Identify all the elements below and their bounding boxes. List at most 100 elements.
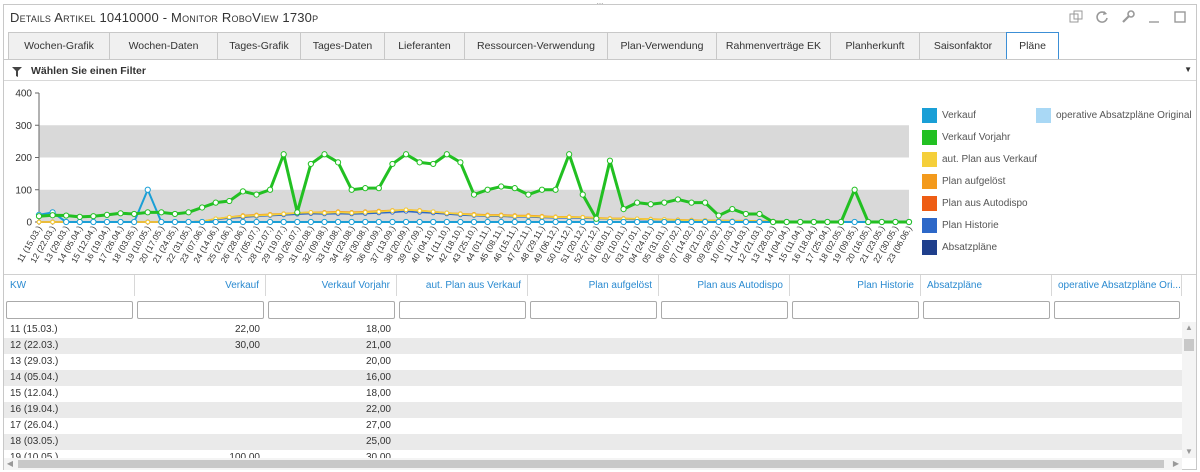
column-filter-input[interactable] — [923, 300, 1050, 319]
column-header[interactable]: Verkauf Vorjahr — [266, 275, 397, 296]
table-cell — [1052, 402, 1182, 418]
legend-item-absatzpläne[interactable]: Absatzpläne — [922, 239, 997, 255]
table-row[interactable]: 13 (29.03.) 20,00 — [4, 354, 1182, 370]
legend-item-plan-aufgelöst[interactable]: Plan aufgelöst — [922, 173, 1005, 189]
table-cell — [397, 434, 528, 450]
column-filter-input[interactable] — [137, 300, 264, 319]
column-header[interactable]: Plan aus Autodispo — [659, 275, 790, 296]
vertical-scrollbar[interactable]: ▲ ▼ — [1182, 322, 1196, 458]
table-cell: 16,00 — [365, 372, 391, 383]
point-aut-plan-aus-verkauf-14 — [227, 214, 232, 220]
column-header[interactable]: KW — [4, 275, 135, 296]
tab-planherkunft[interactable]: Planherkunft — [830, 32, 920, 60]
window-drag-grip[interactable]: ... — [596, 0, 604, 6]
table-cell: 16 (19.04.) — [10, 404, 59, 415]
refresh-icon[interactable] — [1094, 9, 1110, 25]
column-filter-input[interactable] — [530, 300, 657, 319]
table-row[interactable]: 18 (03.05.) 25,00 — [4, 434, 1182, 450]
point-verkauf-2 — [63, 218, 70, 226]
table-cell — [659, 450, 790, 458]
column-header[interactable]: Absatzpläne — [921, 275, 1052, 296]
legend-item-verkauf-vorjahr[interactable]: Verkauf Vorjahr — [922, 129, 1010, 145]
point-verkauf-vorjahr-47 — [674, 196, 682, 203]
scroll-left-icon[interactable]: ◀ — [6, 459, 14, 468]
y-tick-label-4: 400 — [15, 89, 32, 100]
tab-rahmenverträge-ek[interactable]: Rahmenverträge EK — [716, 32, 831, 60]
table-row[interactable]: 15 (12.04.) 18,00 — [4, 386, 1182, 402]
table-cell — [790, 322, 921, 338]
point-verkauf-43 — [620, 218, 627, 226]
point-aut-plan-aus-verkauf-36 — [526, 213, 531, 219]
wrench-icon[interactable] — [1120, 9, 1136, 25]
table-row[interactable]: 11 (15.03.) 22,00 18,00 — [4, 322, 1182, 338]
column-header[interactable]: Plan Historie — [790, 275, 921, 296]
table-row[interactable]: 17 (26.04.) 27,00 — [4, 418, 1182, 434]
tab-plan-verwendung[interactable]: Plan-Verwendung — [607, 32, 717, 60]
column-header[interactable]: operative Absatzpläne Ori... — [1052, 275, 1182, 296]
table-row[interactable]: 12 (22.03.) 30,00 21,00 — [4, 338, 1182, 354]
tab-ressourcen-verwendung[interactable]: Ressourcen-Verwendung — [464, 32, 608, 60]
column-header[interactable]: aut. Plan aus Verkauf — [397, 275, 528, 296]
horizontal-scroll-thumb[interactable] — [18, 460, 1164, 468]
point-verkauf-39 — [566, 218, 573, 226]
legend-item-operative-absatzpläne-original[interactable]: operative Absatzpläne Original — [1036, 107, 1192, 123]
column-filter-input[interactable] — [268, 300, 395, 319]
point-verkauf-25 — [375, 218, 382, 226]
horizontal-scrollbar[interactable]: ◀ ▶ — [4, 458, 1182, 470]
table-cell — [135, 354, 266, 370]
tab-wochen-grafik[interactable]: Wochen-Grafik — [8, 32, 110, 60]
table-cell: 17 (26.04.) — [10, 420, 59, 431]
column-header[interactable]: Plan aufgelöst — [528, 275, 659, 296]
column-filter-cell — [397, 297, 528, 319]
legend-swatch — [922, 129, 937, 145]
table-cell — [528, 322, 659, 338]
legend-item-plan-aus-autodispo[interactable]: Plan aus Autodispo — [922, 195, 1028, 211]
tab-saisonfaktor[interactable]: Saisonfaktor — [919, 32, 1007, 60]
table-cell — [1052, 370, 1182, 386]
table-row[interactable]: 14 (05.04.) 16,00 — [4, 370, 1182, 386]
column-filter-input[interactable] — [1054, 300, 1180, 319]
column-filter-input[interactable] — [661, 300, 788, 319]
tab-wochen-daten[interactable]: Wochen-Daten — [109, 32, 218, 60]
legend-item-plan-historie[interactable]: Plan Historie — [922, 217, 999, 233]
tab-tages-grafik[interactable]: Tages-Grafik — [217, 32, 301, 60]
tab-pläne[interactable]: Pläne — [1006, 32, 1059, 60]
scroll-down-icon[interactable]: ▼ — [1185, 447, 1193, 456]
point-verkauf-vorjahr-30 — [443, 151, 450, 158]
filter-bar[interactable]: Wählen Sie einen Filter ▼ — [4, 61, 1196, 81]
column-filter-input[interactable] — [6, 300, 133, 319]
legend-item-verkauf[interactable]: Verkauf — [922, 107, 976, 123]
point-verkauf-vorjahr-4 — [90, 213, 97, 220]
column-filter-input[interactable] — [399, 300, 526, 319]
chevron-down-icon[interactable]: ▼ — [1184, 65, 1192, 74]
column-filter-input[interactable] — [792, 300, 919, 319]
table-row[interactable]: 16 (19.04.) 22,00 — [4, 402, 1182, 418]
table-cell — [921, 370, 1052, 386]
point-verkauf-vorjahr-24 — [362, 185, 369, 192]
vertical-scroll-thumb[interactable] — [1184, 339, 1194, 351]
table-cell: 18 (03.05.) — [10, 436, 59, 447]
point-verkauf-vorjahr-28 — [416, 159, 423, 166]
legend-swatch — [922, 151, 937, 167]
table-cell — [659, 338, 790, 354]
table-cell — [790, 418, 921, 434]
scroll-right-icon[interactable]: ▶ — [1172, 459, 1180, 468]
maximize-icon[interactable] — [1172, 9, 1188, 25]
tab-lieferanten[interactable]: Lieferanten — [384, 32, 465, 60]
point-verkauf-vorjahr-6 — [117, 210, 124, 217]
restore-window-icon[interactable] — [1068, 9, 1084, 25]
table-cell — [659, 370, 790, 386]
table-row[interactable]: 19 (10.05.) 100,00 30,00 — [4, 450, 1182, 458]
point-verkauf-28 — [416, 218, 423, 226]
legend-label: Absatzpläne — [942, 241, 998, 253]
details-window: Details Artikel 10410000 - Monitor RoboV… — [3, 4, 1197, 470]
point-verkauf-20 — [307, 218, 314, 226]
tab-tages-daten[interactable]: Tages-Daten — [300, 32, 385, 60]
point-aut-plan-aus-verkauf-26 — [390, 208, 395, 214]
minimize-icon[interactable] — [1146, 9, 1162, 25]
point-aut-plan-aus-verkauf-15 — [240, 213, 246, 219]
scroll-up-icon[interactable]: ▲ — [1185, 323, 1193, 332]
column-header[interactable]: Verkauf — [135, 275, 266, 296]
legend-item-aut-plan-aus-verkauf[interactable]: aut. Plan aus Verkauf — [922, 151, 1037, 167]
table-cell — [397, 322, 528, 338]
